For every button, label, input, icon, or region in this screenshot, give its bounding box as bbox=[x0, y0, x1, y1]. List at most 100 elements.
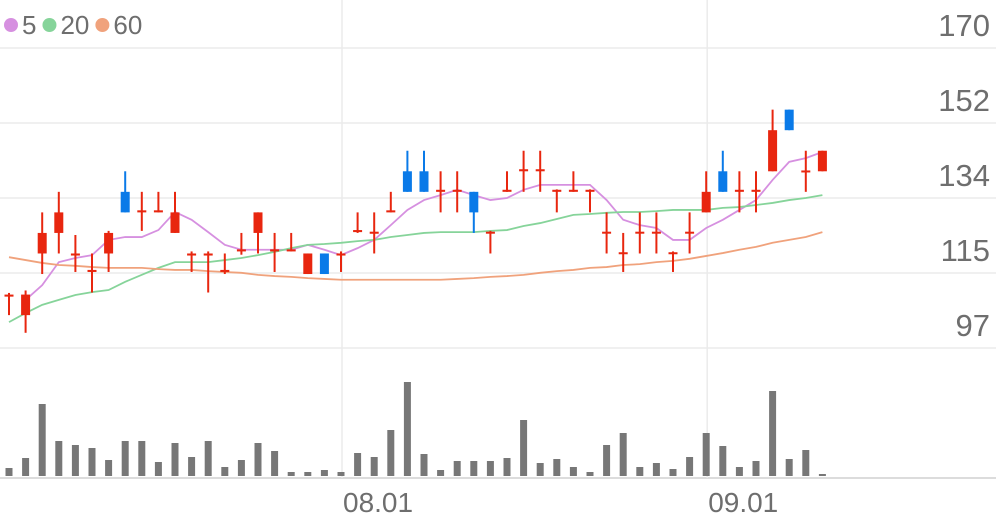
candle-body bbox=[651, 231, 661, 234]
candle-body bbox=[253, 212, 263, 233]
volume-bar bbox=[171, 443, 179, 476]
candle-body bbox=[137, 210, 147, 213]
candle-body bbox=[87, 269, 97, 272]
x-tick-label: 09.01 bbox=[708, 487, 778, 518]
candle-body bbox=[768, 130, 778, 172]
candle-body bbox=[386, 210, 396, 213]
volume-bar bbox=[669, 469, 677, 476]
candle-body bbox=[54, 212, 64, 233]
volume-bar bbox=[420, 454, 428, 476]
volume-bar bbox=[619, 433, 627, 476]
volume-bar bbox=[470, 461, 478, 476]
volume-bar bbox=[486, 461, 494, 476]
candle-body bbox=[502, 189, 512, 192]
candle-body bbox=[784, 109, 794, 131]
volume-bar bbox=[5, 468, 13, 476]
candle-body bbox=[635, 231, 645, 234]
candle-body bbox=[618, 252, 628, 255]
legend-marker bbox=[95, 18, 110, 32]
legend-label: 20 bbox=[60, 10, 89, 40]
volume-bar bbox=[503, 458, 511, 476]
candle-body bbox=[187, 253, 197, 256]
volume-bar bbox=[636, 467, 644, 476]
volume-bar bbox=[752, 461, 760, 476]
volume-bar bbox=[818, 474, 826, 476]
volume-bar bbox=[38, 404, 46, 476]
candle-body bbox=[220, 269, 230, 272]
candle-body bbox=[21, 294, 31, 316]
volume-bar bbox=[569, 467, 577, 476]
volume-bar bbox=[188, 457, 196, 476]
candle-body bbox=[436, 189, 446, 192]
candle-body bbox=[535, 169, 545, 172]
candle-body bbox=[170, 212, 180, 233]
volume-bar bbox=[702, 433, 710, 476]
candle-body bbox=[203, 253, 213, 256]
candle-body bbox=[701, 191, 711, 213]
candle-body bbox=[668, 252, 678, 255]
candle-body bbox=[402, 171, 412, 192]
volume-bar bbox=[237, 460, 245, 476]
volume-bar bbox=[802, 450, 810, 476]
volume-bar bbox=[105, 460, 113, 476]
legend-marker bbox=[42, 18, 57, 32]
candle-body bbox=[37, 232, 47, 254]
candle-body bbox=[519, 169, 529, 172]
volume-bar bbox=[320, 470, 328, 476]
y-tick-label: 152 bbox=[938, 83, 990, 118]
candle-body bbox=[585, 189, 595, 192]
candle-body bbox=[602, 231, 612, 234]
legend-marker bbox=[4, 18, 18, 32]
volume-bar bbox=[154, 462, 162, 476]
candle-body bbox=[568, 189, 578, 192]
volume-bar bbox=[586, 472, 594, 476]
volume-bar bbox=[204, 441, 212, 476]
volume-bar bbox=[520, 420, 528, 476]
candle-body bbox=[70, 253, 80, 256]
candle-body bbox=[286, 249, 296, 252]
volume-bar bbox=[71, 445, 79, 476]
moving-average-line bbox=[8, 231, 823, 281]
legend-label: 5 bbox=[22, 10, 36, 40]
volume-bar bbox=[403, 382, 411, 476]
y-tick-label: 97 bbox=[956, 308, 990, 343]
volume-bar bbox=[735, 467, 743, 476]
candle-body bbox=[718, 171, 728, 192]
volume-bar bbox=[287, 472, 295, 476]
volume-bar bbox=[121, 441, 129, 476]
moving-average-line bbox=[8, 194, 823, 323]
candle-body bbox=[734, 189, 744, 192]
volume-bar bbox=[221, 467, 229, 476]
volume-bar bbox=[138, 441, 146, 476]
candle-body bbox=[353, 230, 363, 233]
candle-body bbox=[270, 249, 280, 252]
candle-body bbox=[751, 189, 761, 192]
volume-bar bbox=[88, 448, 96, 476]
volume-bar bbox=[387, 430, 395, 476]
legend-label: 60 bbox=[113, 10, 142, 40]
volume-bar bbox=[337, 472, 345, 476]
volume-bar bbox=[603, 445, 611, 476]
volume-bar bbox=[437, 470, 445, 476]
volume-bar bbox=[652, 463, 660, 476]
volume-bar bbox=[22, 458, 30, 476]
candle-body bbox=[552, 189, 562, 192]
volume-bar bbox=[370, 457, 378, 476]
candle-body bbox=[817, 150, 827, 172]
candle-body bbox=[485, 231, 495, 234]
candle-body bbox=[104, 232, 114, 254]
volume-bar bbox=[271, 451, 279, 476]
candle-body bbox=[685, 231, 695, 234]
y-tick-label: 115 bbox=[941, 233, 990, 268]
volume-bar bbox=[719, 446, 727, 476]
volume-bar bbox=[536, 463, 544, 476]
volume-bar bbox=[354, 453, 362, 476]
volume-bar bbox=[55, 441, 63, 476]
candle-body bbox=[4, 294, 14, 297]
volume-bar bbox=[785, 459, 793, 476]
volume-bar bbox=[769, 391, 777, 476]
volume-bar bbox=[254, 443, 262, 476]
candle-body bbox=[319, 253, 329, 275]
candle-body bbox=[801, 170, 811, 173]
